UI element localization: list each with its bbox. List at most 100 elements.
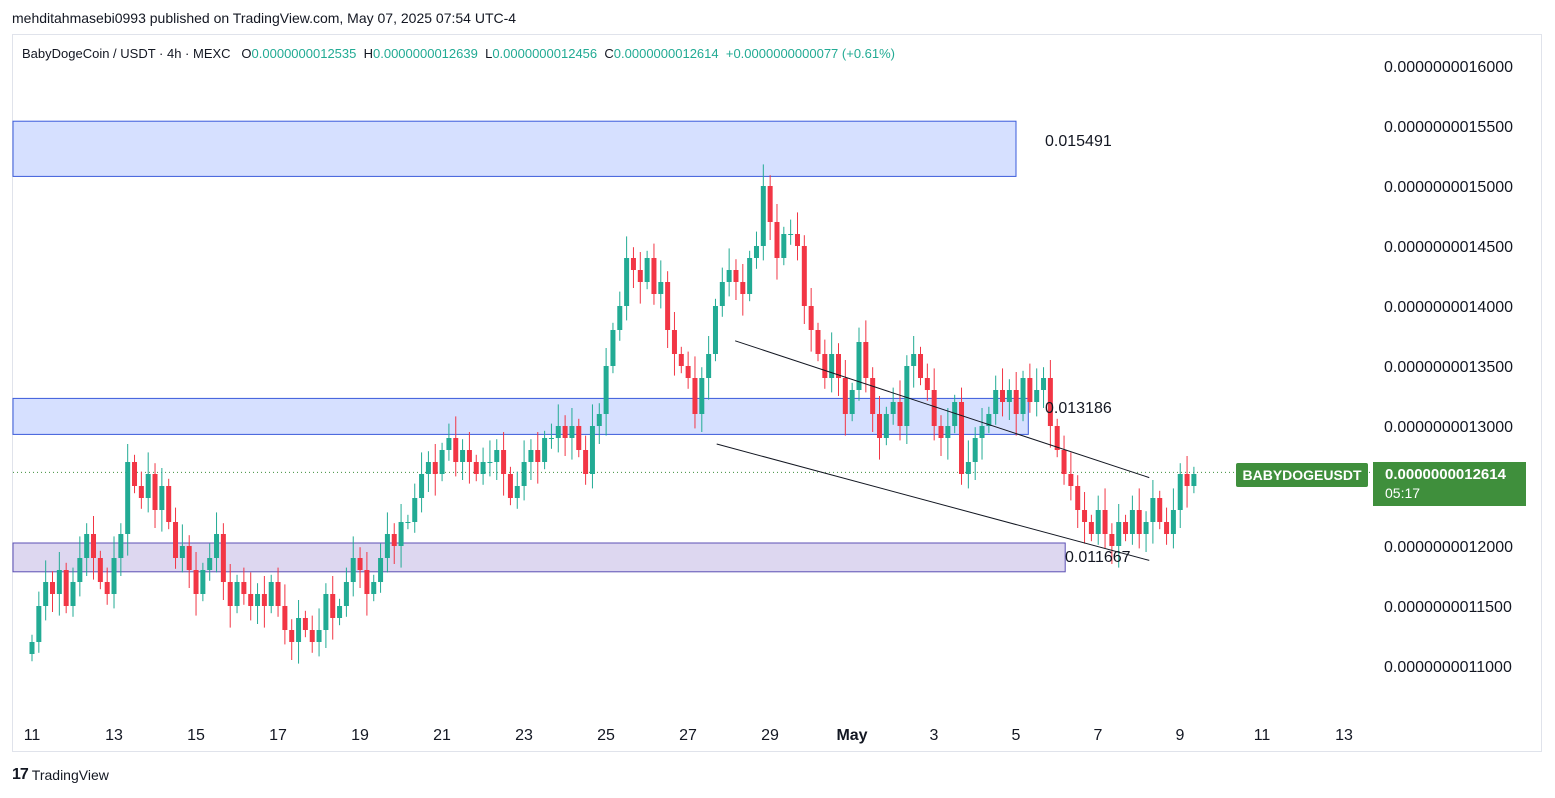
candle-body [487,462,493,463]
candle-body [918,354,924,378]
candle-body [952,402,958,426]
candle-body [432,462,438,474]
y-tick-label: 0.0000000013000 [1384,419,1513,436]
candle-body [535,450,541,462]
candle-body [699,378,705,414]
candle-body [542,438,548,462]
candle-body [1000,390,1006,402]
zone-label-1: 0.013186 [1045,400,1112,417]
candle-body [603,366,609,414]
candle-body [357,558,363,570]
candle-body [234,582,240,606]
candle-body [794,234,800,246]
x-tick-label: 17 [269,727,287,744]
candle-body [589,426,595,474]
candle-body [1164,522,1170,534]
x-tick-label: 7 [1094,727,1103,744]
candle-body [822,354,828,378]
candle-body [480,462,486,474]
candle-body [36,606,42,642]
candle-body [747,258,753,294]
y-tick-label: 0.0000000013500 [1384,359,1513,376]
candle-body [419,474,425,498]
candle-body [965,462,971,474]
candle-body [56,570,62,594]
candle-body [712,306,718,354]
high-value: 0.0000000012639 [373,46,478,61]
candle-body [1184,474,1190,486]
change-value: +0.0000000000077 (+0.61%) [725,46,896,61]
channel-upper-line [734,340,1150,479]
candle-body [138,486,144,498]
candle-body [159,486,165,510]
candle-body [1150,498,1156,522]
candle-body [84,534,90,558]
candle-body [337,606,343,618]
candle-body [883,414,889,438]
candle-body [1054,426,1060,450]
candle-body [740,282,746,294]
candle-body [644,258,650,282]
candle-body [849,390,855,414]
publisher-line: mehditahmasebi0993 published on TradingV… [12,10,517,26]
open-value: 0.0000000012535 [251,46,357,61]
candle-body [145,474,151,498]
candle-body [1116,522,1122,546]
candle-body [760,186,766,246]
candle-body [733,270,739,282]
x-tick-label: 27 [679,727,697,744]
candle-body [364,570,370,594]
candle-body [576,426,582,450]
y-tick-label: 0.0000000015500 [1384,119,1513,136]
x-tick-label: 21 [433,727,451,744]
candle-body [200,570,206,594]
candle-body [651,258,657,294]
candle-body [439,450,445,474]
candle-body [207,558,213,570]
y-tick-label: 0.0000000014000 [1384,299,1513,316]
zone-2 [12,542,1066,573]
x-tick-label: 29 [761,727,779,744]
candle-body [296,618,302,642]
candle-body [562,426,568,438]
candle-body [1157,498,1163,522]
candle-body [870,378,876,414]
candle-body [309,630,315,642]
candle-body [1102,510,1108,534]
candle-body [808,306,814,330]
candle-body [1047,378,1053,426]
candle-body [904,366,910,426]
y-tick-label: 0.0000000016000 [1384,59,1513,76]
zone-label-2: 0.011667 [1065,549,1131,566]
candle-body [104,582,110,594]
candle-body [548,438,554,439]
candle-body [1177,474,1183,510]
footer[interactable]: 17 TradingView [12,766,109,784]
candle-body [50,582,56,594]
candle-body [1170,510,1176,534]
x-tick-label: 13 [1335,727,1353,744]
x-tick-label: 3 [930,727,939,744]
candle-body [220,534,226,582]
candle-body [289,630,295,642]
candle-body [726,270,732,282]
candle-body [911,354,917,366]
candle-body [323,594,329,630]
candle-body [350,558,356,582]
candle-body [665,282,671,330]
open-label: O [241,46,252,61]
candle-body [405,522,411,523]
candle-body [1068,474,1074,486]
candle-body [111,558,117,594]
candle-body [398,522,404,546]
bar-countdown: 05:17 [1385,485,1421,501]
candle-body [241,582,247,594]
symbol-info: BabyDogeCoin / USDT · 4h · MEXC O0.00000… [22,46,895,61]
candle-body [610,330,616,366]
candle-body [43,582,49,606]
candle-body [1006,390,1012,402]
candle-body [753,246,759,258]
chart-frame[interactable] [12,34,1542,752]
candle-body [835,354,841,378]
